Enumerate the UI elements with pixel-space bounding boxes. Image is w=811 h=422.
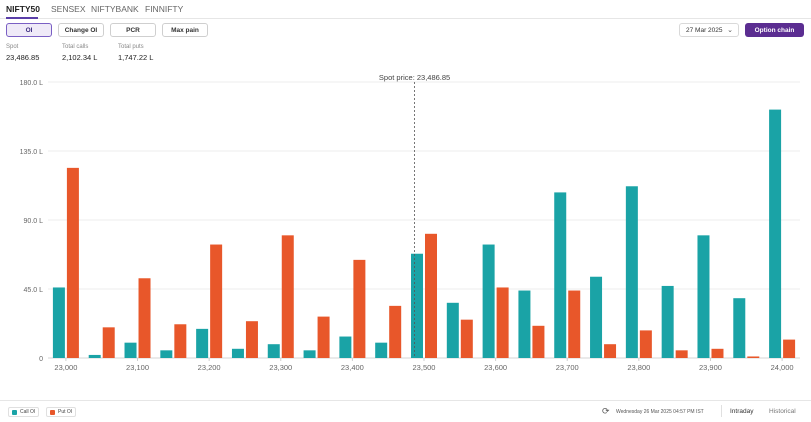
tab-finnifty[interactable]: FINNIFTY <box>145 4 184 14</box>
put-oi-bar-23600 <box>496 287 509 358</box>
put-oi-bar-23800 <box>639 330 652 358</box>
put-oi-bar-23200 <box>210 244 223 358</box>
call-oi-bar-23750 <box>590 276 603 358</box>
put-oi-bar-23450 <box>389 305 402 358</box>
tab-sensex[interactable]: SENSEX <box>51 4 86 14</box>
x-tick-label: 23,200 <box>198 363 221 372</box>
chart-footer <box>0 400 811 422</box>
put-oi-bar-24000 <box>783 339 796 358</box>
call-oi-bar-23900 <box>697 235 710 358</box>
x-tick-label: 23,400 <box>341 363 364 372</box>
put-oi-bar-23100 <box>138 278 151 358</box>
y-tick-label: 180.0 L <box>20 80 43 87</box>
call-oi-bar-23700 <box>554 192 567 358</box>
y-tick-label: 0 <box>39 356 43 363</box>
open-interest-chart: 0 45.0 L 90.0 L 135.0 L 180.0 L 23,000 23,100 2… <box>20 73 800 372</box>
call-oi-bar-23200 <box>196 328 209 358</box>
call-oi-bar-23550 <box>446 302 459 358</box>
total-calls-label: Total calls <box>62 44 89 50</box>
call-oi-bar-23800 <box>625 186 638 358</box>
x-tick-label: 23,900 <box>699 363 722 372</box>
y-tick-label: 135.0 L <box>20 149 43 156</box>
max-pain-button[interactable]: Max pain <box>162 23 208 37</box>
tab-nifty50[interactable]: NIFTY50 <box>6 4 41 14</box>
y-tick-label: 45.0 L <box>24 287 44 294</box>
y-tick-label: 90.0 L <box>24 218 44 225</box>
put-oi-bar-23850 <box>675 350 688 358</box>
call-oi-bar-23600 <box>482 244 495 358</box>
call-oi-bar-23400 <box>339 336 352 358</box>
x-tick-label: 23,100 <box>126 363 149 372</box>
x-tick-label: 23,500 <box>413 363 436 372</box>
put-oi-bar-23150 <box>174 324 187 358</box>
legend-call-oi-label: Call OI <box>20 409 36 415</box>
last-updated: Wednesday 26 Mar 2025 04:57 PM IST <box>616 409 704 415</box>
legend-put-oi-label: Put OI <box>58 409 73 415</box>
x-tick-label: 23,600 <box>484 363 507 372</box>
put-oi-bar-23950 <box>747 356 760 358</box>
call-oi-bar-23000 <box>52 287 65 358</box>
tab-niftybank[interactable]: NIFTYBANK <box>91 4 139 14</box>
call-oi-bar-23300 <box>267 344 280 358</box>
x-tick-label: 23,000 <box>54 363 77 372</box>
active-tab-indicator <box>6 17 38 19</box>
spot-value: 23,486.85 <box>6 53 40 62</box>
call-oi-bar-23850 <box>661 285 674 358</box>
spot-price-label: Spot price: 23,486.85 <box>379 73 450 82</box>
put-oi-bar-23700 <box>568 290 581 358</box>
intraday-toggle[interactable]: Intraday <box>730 408 754 415</box>
put-oi-bar-23050 <box>102 327 115 358</box>
expiry-select[interactable]: 27 Mar 2025 ⌄ <box>679 23 739 37</box>
put-oi-bar-23500 <box>425 233 437 358</box>
call-oi-bar-23500 <box>411 253 423 358</box>
call-oi-bar-23650 <box>518 290 531 358</box>
put-oi-bar-23750 <box>604 344 617 358</box>
x-tick-label: 24,000 <box>771 363 794 372</box>
total-calls-value: 2,102.34 L <box>62 53 98 62</box>
x-tick-label: 23,300 <box>269 363 292 372</box>
call-oi-bar-23150 <box>160 350 173 358</box>
chevron-down-icon: ⌄ <box>727 27 733 34</box>
option-chain-button[interactable]: Option chain <box>745 23 804 37</box>
pcr-button[interactable]: PCR <box>110 23 156 37</box>
call-oi-bar-23250 <box>231 348 244 358</box>
put-oi-bar-23550 <box>460 319 473 358</box>
call-oi-bar-24000 <box>769 109 782 358</box>
put-oi-bar-23250 <box>245 321 258 358</box>
historical-toggle[interactable]: Historical <box>769 408 796 415</box>
call-oi-swatch <box>12 409 17 415</box>
refresh-icon[interactable]: ⟳ <box>602 406 610 416</box>
call-oi-bar-23050 <box>88 354 101 358</box>
put-oi-bar-23350 <box>317 316 330 358</box>
expiry-value: 27 Mar 2025 <box>686 26 723 34</box>
total-puts-label: Total puts <box>118 44 144 50</box>
change-oi-button[interactable]: Change OI <box>58 23 104 37</box>
x-tick-label: 23,700 <box>556 363 579 372</box>
call-oi-bar-23950 <box>733 298 746 358</box>
x-tick-label: 23,800 <box>627 363 650 372</box>
put-oi-bar-23300 <box>281 235 294 358</box>
call-oi-bar-23450 <box>375 342 388 358</box>
oi-button[interactable]: OI <box>6 23 52 37</box>
legend-call-oi[interactable]: Call OI <box>8 407 40 417</box>
put-oi-bar-23400 <box>353 259 366 358</box>
footer-divider <box>721 405 722 417</box>
call-oi-bar-23350 <box>303 350 316 358</box>
legend-put-oi[interactable]: Put OI <box>46 407 77 417</box>
put-oi-bar-23900 <box>711 348 724 358</box>
total-puts-value: 1,747.22 L <box>118 53 154 62</box>
put-oi-bar-23000 <box>66 167 79 358</box>
index-tabs: NIFTY50 SENSEX NIFTYBANK FINNIFTY <box>0 0 811 19</box>
call-oi-bar-23100 <box>124 342 137 358</box>
put-oi-swatch <box>50 409 55 415</box>
put-oi-bar-23650 <box>532 325 545 358</box>
spot-label: Spot <box>6 44 19 50</box>
